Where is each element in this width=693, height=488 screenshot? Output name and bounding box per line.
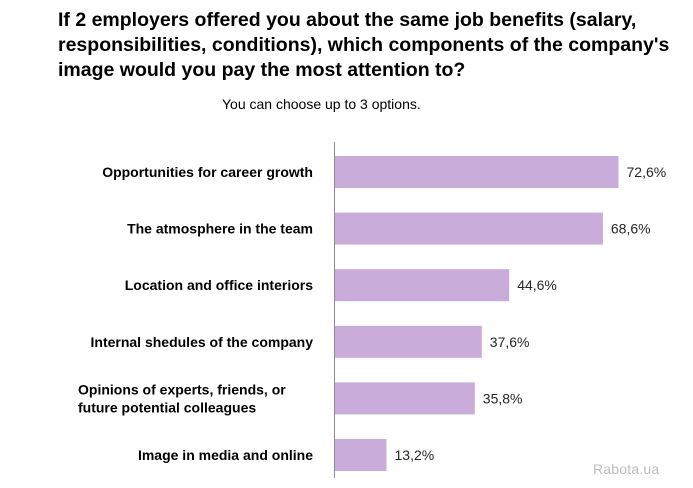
- chart-title: If 2 employers offered you about the sam…: [58, 9, 670, 81]
- bar: [335, 156, 619, 188]
- category-label: Opportunities for career growth: [102, 164, 313, 180]
- value-label: 37,6%: [490, 334, 530, 350]
- category-label: Image in media and online: [138, 447, 313, 463]
- category-label: Internal shedules of the company: [91, 334, 314, 350]
- chart-subtitle: You can choose up to 3 options.: [222, 96, 421, 112]
- watermark-logo: Rabota.ua: [593, 461, 660, 477]
- bar: [335, 269, 510, 302]
- category-label: The atmosphere in the team: [127, 221, 313, 237]
- bar: [335, 382, 475, 415]
- value-label: 13,2%: [395, 447, 435, 463]
- bar: [335, 325, 482, 358]
- bars-group: [335, 156, 619, 471]
- category-label: Location and office interiors: [125, 277, 313, 293]
- value-label: 72,6%: [627, 164, 667, 180]
- value-label: 35,8%: [483, 390, 523, 406]
- value-label: 68,6%: [611, 221, 651, 237]
- bar: [335, 212, 603, 245]
- category-label: Opinions of experts, friends, or future p…: [78, 381, 286, 415]
- value-label: 44,6%: [517, 277, 557, 293]
- labels-group: Opportunities for career growth 72,6% The …: [78, 164, 666, 463]
- bar: [335, 439, 387, 471]
